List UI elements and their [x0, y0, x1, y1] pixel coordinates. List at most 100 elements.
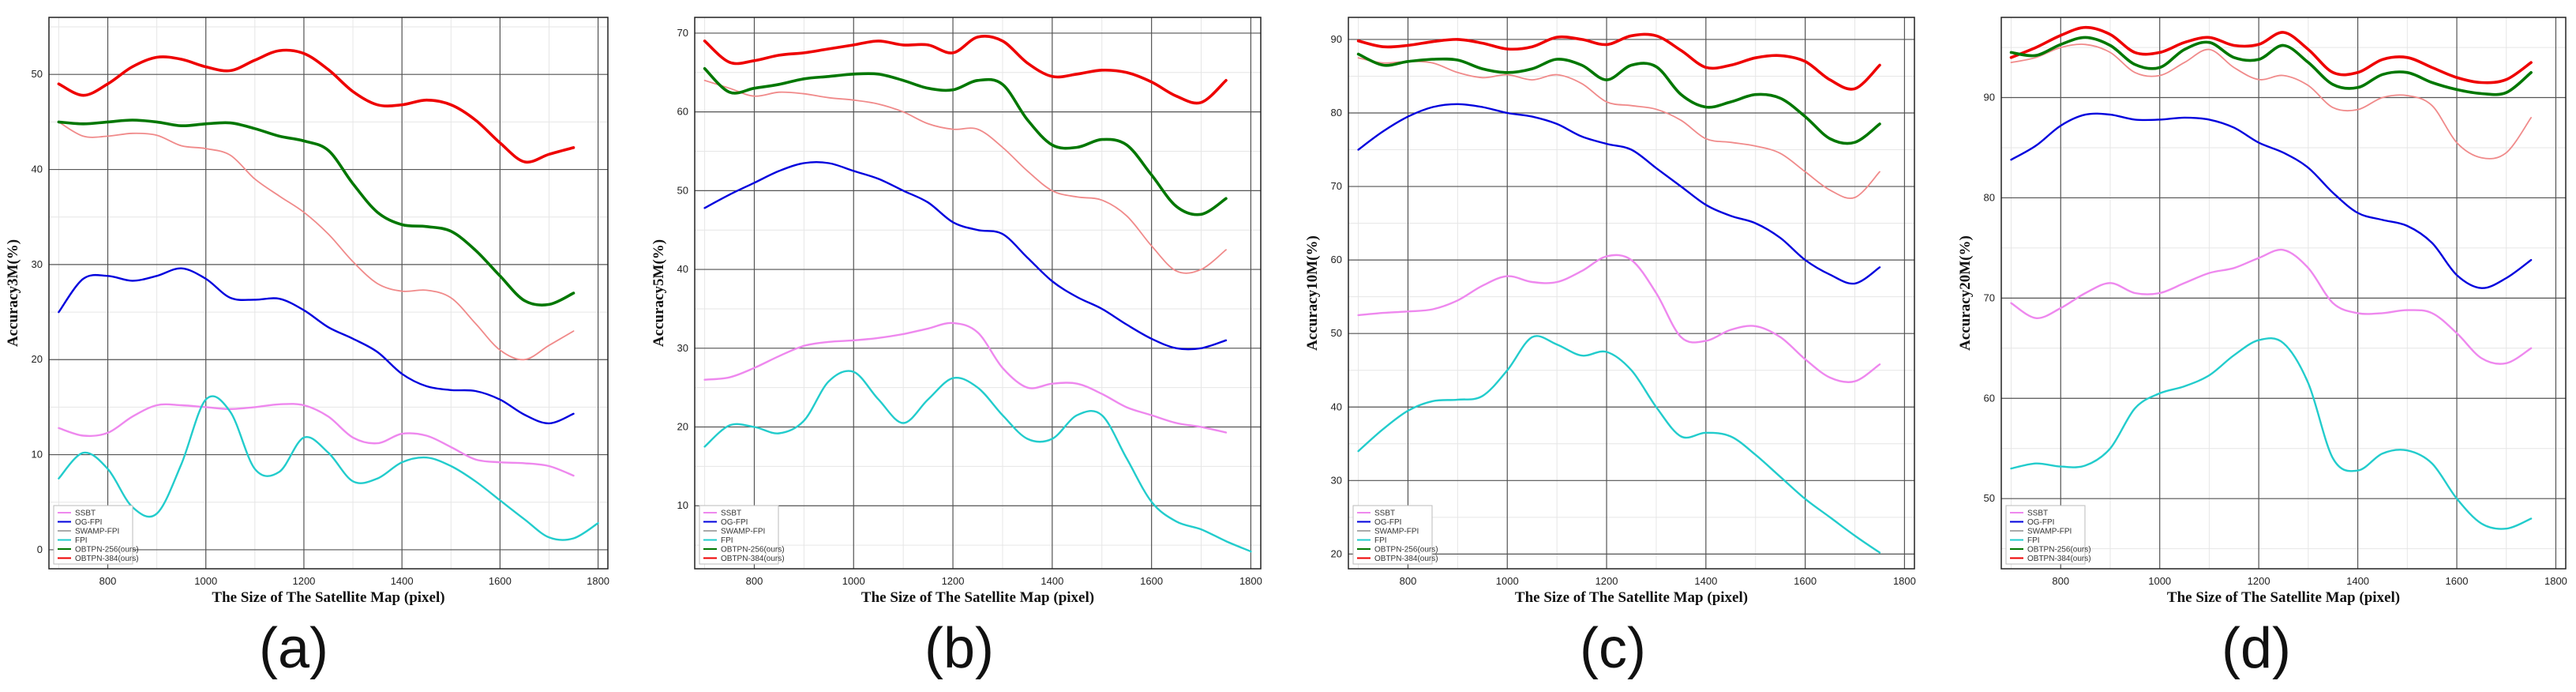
legend-label: SSBT	[75, 510, 96, 518]
x-tick-label: 1800	[587, 575, 609, 587]
y-tick-label: 10	[32, 449, 43, 461]
panel-caption: (a)	[259, 617, 328, 680]
legend-label: OBTPN-384(ours)	[2027, 555, 2091, 563]
y-tick-label: 20	[1331, 547, 1342, 559]
plot-frame	[694, 17, 1262, 570]
legend-label: FPI	[2027, 536, 2040, 545]
series-line-obtpn-384	[1356, 32, 1881, 91]
chart-panel-1: 800 1000 1200 1400 1600 1800 0 10 20 30 40 50 SSBTOG…	[5, 17, 609, 680]
x-tick-label: 1800	[1893, 575, 1916, 587]
legend-label: SSBT	[2027, 510, 2048, 518]
x-tick-label: 1000	[194, 575, 217, 587]
series-line-og-fpi	[1357, 103, 1881, 285]
y-tick-label: 40	[32, 164, 43, 175]
x-tick-label: 1600	[1794, 575, 1817, 587]
y-tick-label: 30	[32, 258, 43, 270]
legend-label: SWAMP-FPI	[721, 528, 765, 536]
panel-caption: (c)	[1580, 617, 1646, 680]
legend-label: OBTPN-384(ours)	[1374, 555, 1438, 563]
x-tick-label: 800	[99, 575, 117, 587]
series-line-obtpn-384-light	[58, 121, 575, 361]
y-tick-label: 70	[1984, 291, 1995, 303]
y-tick-label: 30	[677, 342, 688, 354]
legend-label: FPI	[1374, 536, 1387, 545]
legend-label: OG-FPI	[75, 518, 102, 527]
legend-label: FPI	[75, 536, 88, 545]
y-tick-label: 40	[1331, 401, 1342, 412]
series-line-fpi	[1357, 335, 1881, 554]
y-tick-label: 50	[677, 184, 688, 196]
y-tick-label: 60	[1331, 254, 1342, 265]
y-tick-label: 40	[677, 263, 688, 275]
y-tick-label: 20	[677, 421, 688, 433]
y-tick-label: 20	[32, 353, 43, 365]
y-tick-label: 80	[1984, 191, 1995, 203]
legend-label: OG-FPI	[721, 518, 748, 527]
y-tick-label: 80	[1331, 107, 1342, 118]
legend-box	[53, 505, 133, 565]
legend-label: OBTPN-256(ours)	[2027, 546, 2091, 555]
y-axis-title: Accuracy5M(%)	[651, 239, 667, 347]
legend-label: SWAMP-FPI	[1374, 528, 1419, 536]
legend-label: FPI	[721, 536, 733, 545]
x-tick-label: 1400	[1694, 575, 1717, 587]
series-line-obtpn-256	[703, 67, 1228, 216]
y-axis-title: Accuracy20M(%)	[1957, 235, 1974, 351]
x-tick-label: 800	[2052, 575, 2069, 587]
x-tick-label: 1600	[1140, 575, 1163, 587]
legend-label: SSBT	[1374, 510, 1395, 518]
y-tick-label: 50	[1984, 492, 1995, 504]
x-tick-label: 1200	[1595, 575, 1618, 587]
x-tick-label: 1000	[842, 575, 865, 587]
y-tick-label: 90	[1984, 92, 1995, 103]
series-line-obtpn-384-light	[1357, 57, 1880, 199]
series-line-obtpn-256	[1356, 52, 1881, 145]
series-line-fpi	[58, 395, 599, 541]
x-tick-label: 1400	[391, 575, 414, 587]
legend-box	[2005, 505, 2086, 565]
legend-label: OBTPN-256(ours)	[1374, 546, 1438, 555]
series-line-obtpn-256	[57, 118, 576, 307]
series-line-obtpn-384	[57, 48, 576, 164]
y-tick-label: 60	[677, 106, 688, 118]
legend-box	[699, 505, 779, 565]
chart-panel-3: 800 1000 1200 1400 1600 1800 20 30 40 50 60 70 80 90 S…	[1304, 17, 1916, 680]
x-tick-label: 1400	[2346, 575, 2369, 587]
x-tick-label: 1200	[2248, 575, 2270, 587]
y-tick-label: 60	[1984, 392, 1995, 404]
x-axis-title: The Size of The Satellite Map (pixel)	[2167, 589, 2400, 606]
y-tick-label: 70	[677, 27, 688, 39]
y-tick-label: 10	[677, 499, 688, 511]
x-tick-label: 800	[1400, 575, 1417, 587]
x-tick-label: 1200	[292, 575, 315, 587]
x-tick-label: 1800	[2544, 575, 2567, 587]
panel-caption: (d)	[2222, 617, 2291, 680]
x-tick-label: 1600	[2446, 575, 2469, 587]
legend-label: OBTPN-384(ours)	[721, 555, 785, 563]
legend-box	[1352, 505, 1433, 565]
chart-panel-2: 800 1000 1200 1400 1600 1800 10 20 30 40 50 60 70 SSB…	[651, 17, 1262, 680]
series-line-obtpn-384-light	[2010, 43, 2532, 160]
plot-frame	[48, 17, 609, 570]
x-tick-label: 1400	[1041, 575, 1063, 587]
y-axis-title: Accuracy10M(%)	[1304, 235, 1321, 351]
legend-label: OBTPN-256(ours)	[75, 546, 139, 555]
series-line-obtpn-384	[2009, 25, 2533, 85]
x-tick-label: 1000	[1496, 575, 1519, 587]
x-tick-label: 1600	[489, 575, 512, 587]
legend-label: SSBT	[721, 510, 741, 518]
y-tick-label: 70	[1331, 180, 1342, 192]
y-tick-label: 90	[1331, 33, 1342, 45]
series-line-og-fpi	[703, 161, 1228, 351]
y-tick-label: 50	[1331, 327, 1342, 339]
series-line-fpi	[2010, 337, 2533, 530]
series-line-og-fpi	[2010, 112, 2533, 289]
chart-panel-4: 800 1000 1200 1400 1600 1800 50 60 70 80 90 SSBTOG-…	[1957, 17, 2567, 680]
series-line-ssbt	[2010, 248, 2533, 365]
y-tick-label: 0	[37, 543, 43, 555]
x-axis-title: The Size of The Satellite Map (pixel)	[1515, 589, 1748, 606]
x-axis-title: The Size of The Satellite Map (pixel)	[212, 589, 444, 606]
legend-label: OBTPN-384(ours)	[75, 555, 139, 563]
x-tick-label: 1800	[1239, 575, 1262, 587]
